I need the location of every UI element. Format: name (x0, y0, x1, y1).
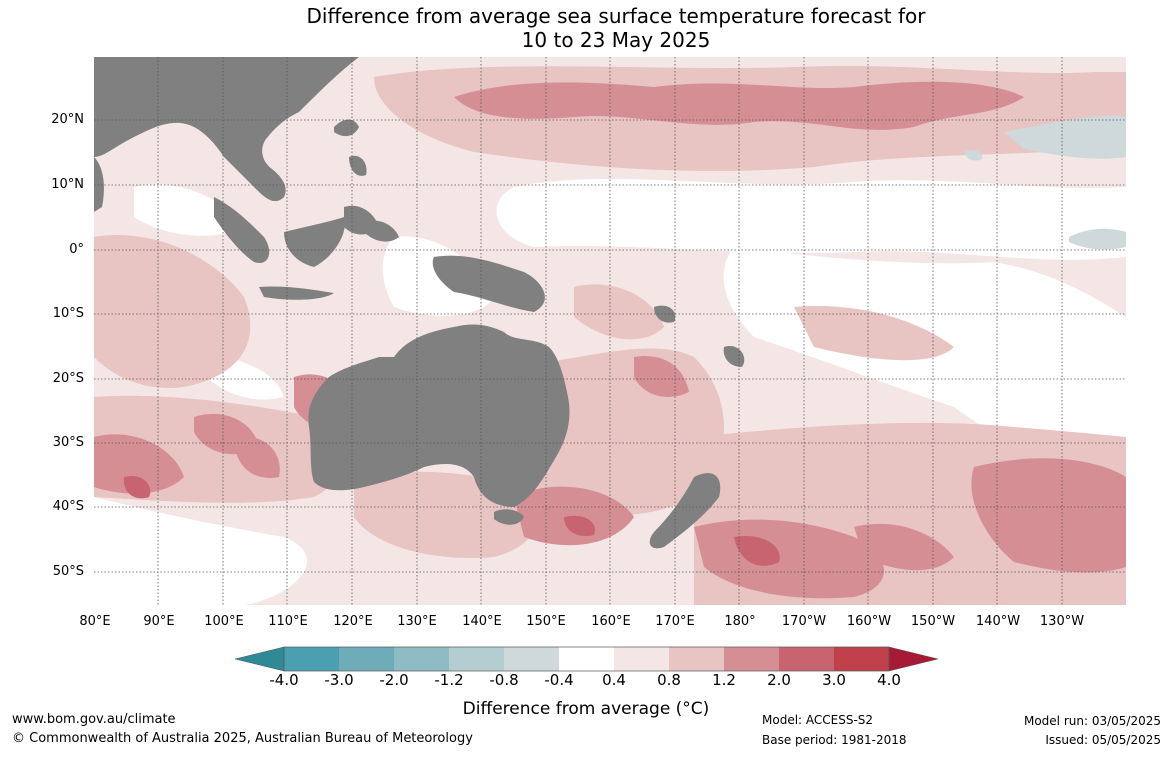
lon-label-130e: 130°E (397, 614, 437, 629)
colorbar-bin-9 (724, 647, 779, 671)
colorbar-bin-2 (339, 647, 394, 671)
lat-label-20s: 20°S (52, 371, 84, 386)
colorbar-bin-1 (284, 647, 339, 671)
colorbar-tick: -1.2 (434, 671, 464, 689)
colorbar-cap-max (888, 646, 939, 672)
colorbar-tick: 1.2 (712, 671, 736, 689)
model-name: Model: ACCESS-S2 (762, 713, 874, 727)
colorbar-tick: -0.8 (489, 671, 519, 689)
lat-label-20n: 20°N (51, 112, 84, 127)
anomaly-2.0-3.0 (123, 476, 780, 566)
colorbar-bin-4 (449, 647, 504, 671)
lon-label-100e: 100°E (204, 614, 244, 629)
colorbar-bin-3 (394, 647, 449, 671)
colorbar-tick: 0.8 (657, 671, 681, 689)
anomaly-1.2-2.0 (94, 81, 1126, 599)
colorbar-outline (283, 646, 890, 672)
lat-label-10n: 10°N (51, 177, 84, 192)
lon-label-120e: 120°E (333, 614, 373, 629)
title-line-1: Difference from average sea surface temp… (306, 4, 926, 28)
lon-label-180: 180° (724, 614, 756, 629)
colorbar-bin-7 (614, 647, 669, 671)
colorbar (234, 646, 939, 676)
lat-label-0: 0° (69, 242, 84, 257)
sst-anomaly-map (94, 57, 1126, 605)
graticule (94, 57, 1126, 605)
colorbar-tick: 2.0 (767, 671, 791, 689)
lon-label-160e: 160°E (591, 614, 631, 629)
colorbar-bin-6 (559, 647, 614, 671)
base-period: Base period: 1981-2018 (762, 733, 907, 747)
lon-label-170e: 170°E (655, 614, 695, 629)
lon-label-110e: 110°E (268, 614, 308, 629)
colorbar-tick: 4.0 (877, 671, 901, 689)
colorbar-bin-5 (504, 647, 559, 671)
colorbar-bin-10 (779, 647, 834, 671)
colorbar-tick: -4.0 (269, 671, 299, 689)
lon-label-140e: 140°E (462, 614, 502, 629)
colorbar-svg (234, 646, 939, 672)
colorbar-label: Difference from average (°C) (462, 699, 710, 719)
colorbar-tick: -2.0 (379, 671, 409, 689)
lon-label-130w: 130°W (1039, 614, 1085, 629)
colorbar-tick: 3.0 (822, 671, 846, 689)
map-title: Difference from average sea surface temp… (0, 4, 1173, 52)
lon-label-170w: 170°W (781, 614, 827, 629)
colorbar-bin-11 (834, 647, 889, 671)
colorbar-cap-min (234, 646, 285, 672)
title-line-2: 10 to 23 May 2025 (521, 28, 711, 52)
colorbar-tick: 0.4 (602, 671, 626, 689)
lon-label-160w: 160°W (846, 614, 892, 629)
lat-label-30s: 30°S (52, 435, 84, 450)
lon-label-80e: 80°E (79, 614, 111, 629)
lon-label-90e: 90°E (143, 614, 175, 629)
colorbar-bin-8 (669, 647, 724, 671)
website-link[interactable]: www.bom.gov.au/climate (12, 712, 176, 727)
land-masses (94, 57, 745, 549)
lat-label-10s: 10°S (52, 306, 84, 321)
lat-label-40s: 40°S (52, 499, 84, 514)
lon-label-140w: 140°W (975, 614, 1021, 629)
colorbar-tick: -0.4 (544, 671, 574, 689)
model-run-date: Model run: 03/05/2025 (1023, 714, 1161, 728)
lat-label-50s: 50°S (52, 564, 84, 579)
lon-label-150e: 150°E (526, 614, 566, 629)
map-canvas (94, 57, 1126, 605)
cool-anomaly-areas (964, 115, 1126, 250)
colorbar-tick: -3.0 (324, 671, 354, 689)
lon-label-150w: 150°W (910, 614, 956, 629)
copyright-text: © Commonwealth of Australia 2025, Austra… (12, 731, 473, 746)
issued-date: Issued: 05/05/2025 (1045, 733, 1161, 747)
